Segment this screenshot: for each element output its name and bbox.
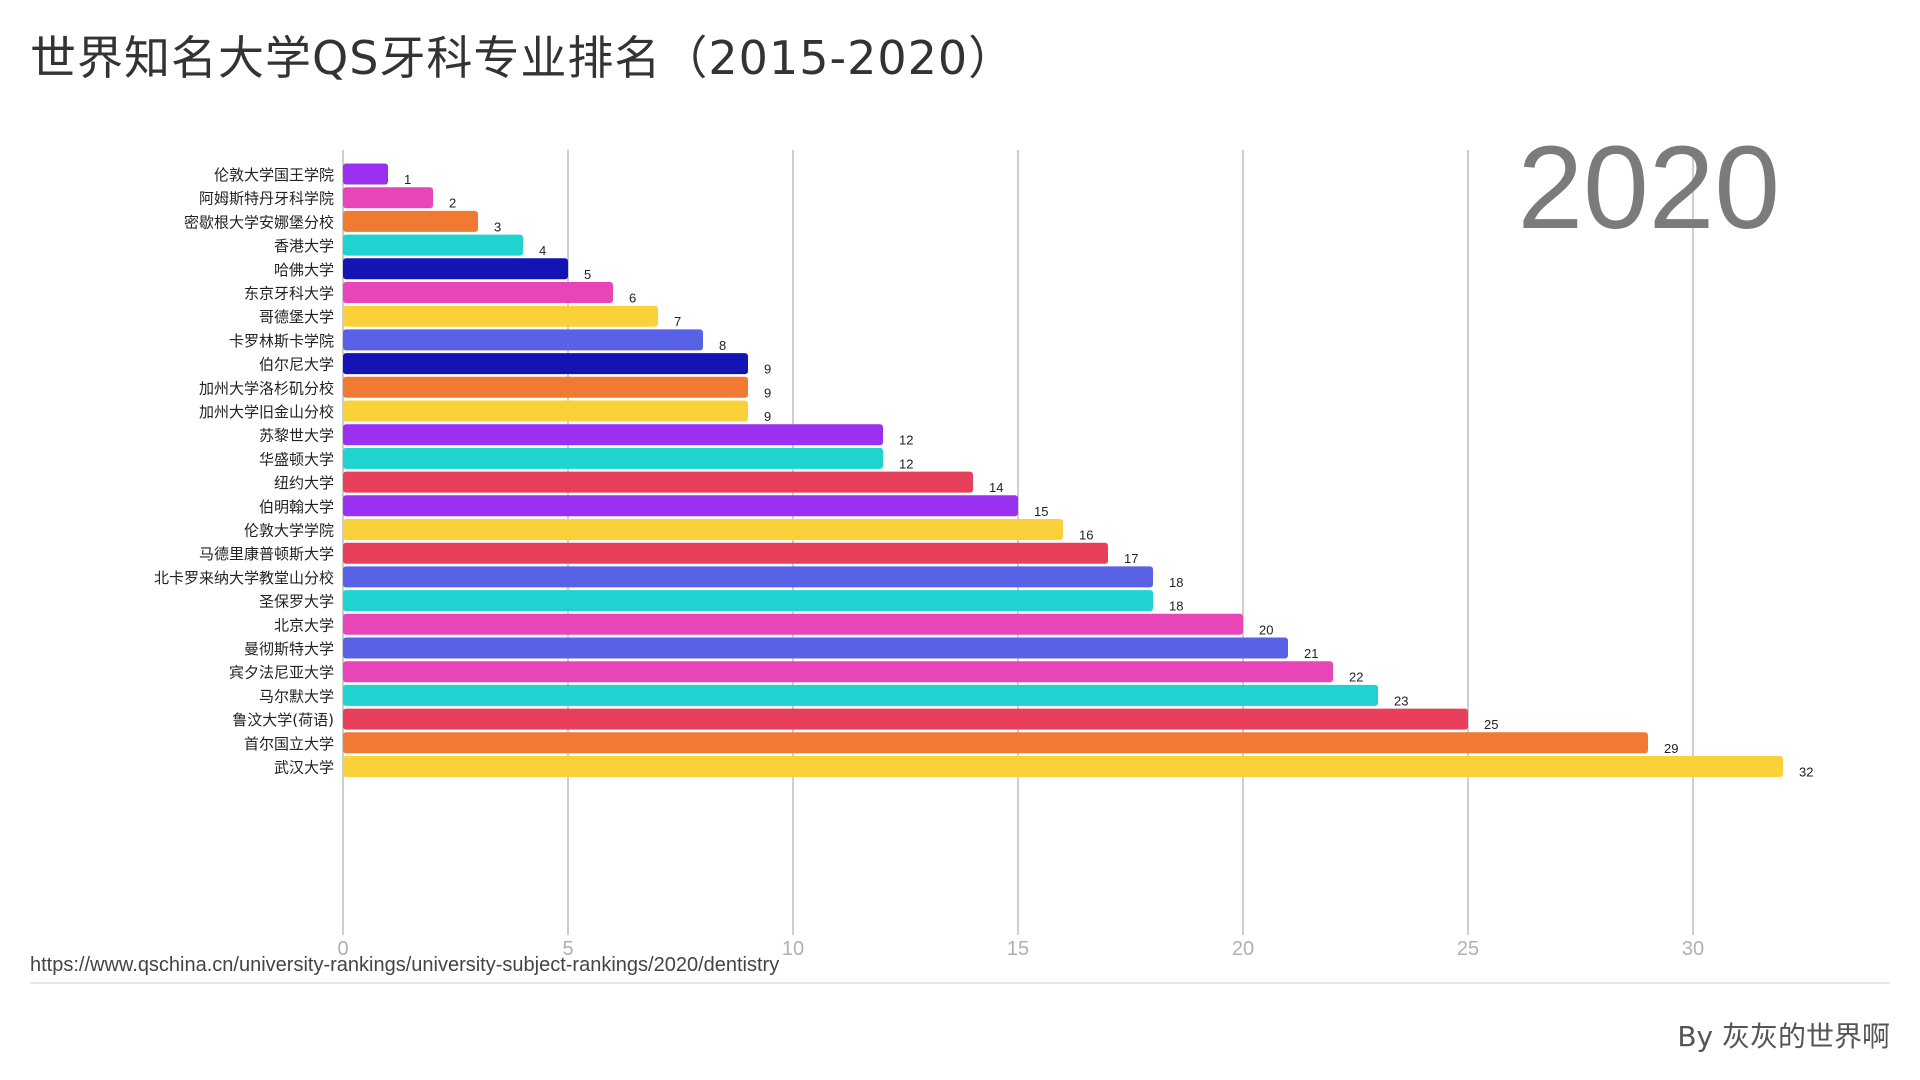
- value-label: 18: [1169, 575, 1183, 590]
- author-credit: By 灰灰的世界啊: [1677, 1020, 1890, 1053]
- x-tick-label: 10: [782, 938, 804, 960]
- category-label: 北卡罗来纳大学教堂山分校: [154, 569, 334, 587]
- bar: [343, 684, 1378, 706]
- category-label: 北京大学: [274, 616, 334, 634]
- category-label: 苏黎世大学: [259, 427, 334, 445]
- value-labels: 1234567899912121415161718182021222325293…: [404, 172, 1813, 780]
- category-label: 加州大学旧金山分校: [199, 403, 334, 421]
- category-label: 圣保罗大学: [259, 593, 334, 611]
- category-label: 曼彻斯特大学: [244, 640, 334, 658]
- category-label: 哈佛大学: [274, 261, 334, 279]
- bar: [343, 163, 388, 185]
- category-label: 加州大学洛杉矶分校: [199, 379, 334, 397]
- bar: [343, 756, 1783, 777]
- value-label: 23: [1394, 693, 1408, 708]
- value-label: 14: [989, 480, 1003, 495]
- category-label: 伦敦大学学院: [244, 522, 334, 540]
- bar: [343, 210, 478, 232]
- bar: [343, 495, 1018, 517]
- bar: [343, 732, 1648, 754]
- x-tick-labels: 0 5 10 15 20 25 30: [337, 938, 1704, 960]
- bar: [343, 424, 883, 446]
- x-tick-label: 5: [562, 938, 573, 960]
- x-tick-label: 30: [1682, 938, 1704, 960]
- page-title: 世界知名大学QS牙科专业排名（2015-2020）: [30, 31, 1016, 85]
- bar: [343, 305, 658, 327]
- category-label: 纽约大学: [274, 474, 334, 492]
- year-label: 2020: [1517, 122, 1780, 254]
- x-tick-label: 0: [337, 938, 348, 960]
- value-label: 3: [494, 219, 501, 234]
- category-label: 首尔国立大学: [244, 735, 334, 753]
- bar: [343, 566, 1153, 588]
- value-label: 12: [899, 433, 913, 448]
- x-tick-label: 15: [1007, 938, 1029, 960]
- bar: [343, 258, 568, 280]
- category-label: 香港大学: [274, 237, 334, 255]
- bar: [343, 376, 748, 398]
- value-label: 7: [674, 314, 681, 329]
- bar: [343, 637, 1288, 659]
- value-label: 16: [1079, 528, 1093, 543]
- category-label: 鲁汶大学(荷语): [232, 711, 334, 729]
- category-labels: 伦敦大学国王学院阿姆斯特丹牙科学院密歇根大学安娜堡分校香港大学哈佛大学东京牙科大…: [154, 166, 334, 777]
- value-label: 6: [629, 291, 636, 306]
- value-label: 17: [1124, 551, 1138, 566]
- value-label: 1: [404, 172, 411, 187]
- bar: [343, 447, 883, 469]
- bar: [343, 708, 1468, 730]
- value-label: 4: [539, 243, 546, 258]
- footer-divider: [30, 982, 1890, 984]
- bar: [343, 329, 703, 351]
- x-tick-label: 20: [1232, 938, 1254, 960]
- bar: [343, 542, 1108, 564]
- value-label: 9: [764, 409, 771, 424]
- value-label: 5: [584, 267, 591, 282]
- category-label: 马尔默大学: [259, 687, 334, 705]
- source-url: https://www.qschina.cn/university-rankin…: [30, 954, 780, 976]
- bar-chart: 2020 伦敦大学国王学院阿姆斯特丹牙科学院密歇根大学安娜堡分校香港大学哈佛大学…: [154, 122, 1813, 960]
- value-label: 29: [1664, 741, 1678, 756]
- bar: [343, 187, 433, 209]
- bar: [343, 282, 613, 303]
- category-label: 哥德堡大学: [259, 308, 334, 326]
- value-label: 8: [719, 338, 726, 353]
- category-label: 宾夕法尼亚大学: [229, 664, 334, 682]
- bars: [343, 163, 1783, 777]
- bar: [343, 613, 1243, 635]
- value-label: 25: [1484, 717, 1498, 732]
- bar: [343, 234, 523, 256]
- category-label: 伯明翰大学: [259, 498, 334, 516]
- bar: [343, 590, 1153, 612]
- bar: [343, 471, 973, 493]
- category-label: 东京牙科大学: [244, 285, 334, 303]
- bar: [343, 661, 1333, 683]
- value-label: 12: [899, 456, 913, 471]
- category-label: 伦敦大学国王学院: [214, 166, 334, 184]
- value-label: 22: [1349, 670, 1363, 685]
- bar: [343, 353, 748, 375]
- value-label: 32: [1799, 765, 1813, 780]
- category-label: 华盛顿大学: [259, 450, 334, 468]
- value-label: 2: [449, 196, 456, 211]
- value-label: 9: [764, 385, 771, 400]
- category-label: 马德里康普顿斯大学: [199, 545, 334, 563]
- category-label: 卡罗林斯卡学院: [229, 332, 334, 350]
- value-label: 21: [1304, 646, 1318, 661]
- bar: [343, 400, 748, 422]
- category-label: 武汉大学: [274, 759, 334, 777]
- category-label: 密歇根大学安娜堡分校: [184, 213, 334, 231]
- value-label: 18: [1169, 599, 1183, 614]
- bar: [343, 519, 1063, 540]
- x-tick-label: 25: [1457, 938, 1479, 960]
- value-label: 20: [1259, 622, 1273, 637]
- grid-lines: [342, 150, 1694, 935]
- value-label: 9: [764, 362, 771, 377]
- category-label: 阿姆斯特丹牙科学院: [199, 190, 334, 208]
- value-label: 15: [1034, 504, 1048, 519]
- category-label: 伯尔尼大学: [259, 356, 334, 374]
